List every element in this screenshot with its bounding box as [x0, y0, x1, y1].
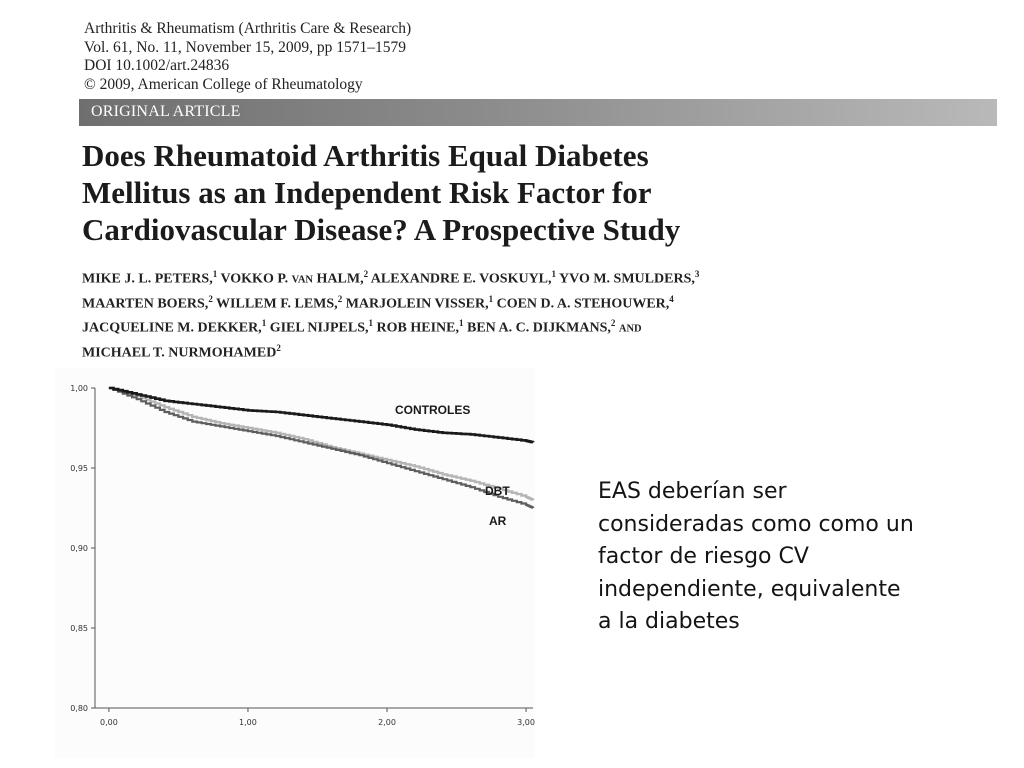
- affiliation-number: 2: [276, 343, 281, 354]
- series-label-dbt: DBT: [485, 484, 510, 498]
- affiliation-number: 1: [212, 269, 218, 279]
- author-name: ALEXANDRE E. VOSKUYL,: [368, 271, 552, 287]
- author-line-4: MICHAEL T. NURMOHAMED2: [82, 339, 862, 363]
- author-particle: VAN: [291, 274, 314, 286]
- conclusion-line-3: factor de riesgo CV: [598, 544, 809, 569]
- author-list: MIKE J. L. PETERS,1 VOKKO P. VAN HALM,2 …: [82, 265, 862, 364]
- affiliation-number: 2: [337, 294, 343, 305]
- conclusion-line-5: a la diabetes: [598, 609, 740, 634]
- y-tick-label: 1,00: [70, 384, 88, 393]
- conclusion-line-1: EAS deberían ser: [598, 479, 787, 504]
- series-label-controles: CONTROLES: [395, 403, 470, 417]
- y-tick-label: 0,85: [70, 624, 88, 633]
- title-line-1: Does Rheumatoid Arthritis Equal Diabetes: [82, 138, 649, 173]
- affiliation-number: 2: [208, 294, 213, 305]
- affiliation-number: 1: [551, 269, 557, 279]
- author-name: MAARTEN BOERS,: [82, 296, 209, 312]
- affiliation-number: 4: [669, 294, 674, 305]
- y-tick-label: 0,95: [70, 464, 88, 473]
- x-tick-label: 1,00: [239, 718, 257, 727]
- author-name: JACQUELINE M. DEKKER,: [82, 320, 262, 336]
- title-line-2: Mellitus as an Independent Risk Factor f…: [82, 175, 652, 210]
- author-name: MICHAEL T. NURMOHAMED: [82, 346, 277, 362]
- title-line-3: Cardiovascular Disease? A Prospective St…: [82, 212, 681, 247]
- affiliation-number: 3: [694, 269, 700, 279]
- conclusion-line-4: independiente, equivalente: [598, 576, 901, 602]
- author-name: MARJOLEIN VISSER,: [342, 296, 489, 312]
- affiliation-number: 1: [368, 318, 374, 329]
- author-name: ROB HEINE,: [373, 320, 459, 336]
- author-line-1: MIKE J. L. PETERS,1 VOKKO P. VAN HALM,2 …: [82, 265, 862, 290]
- affiliation-number: 1: [261, 318, 267, 329]
- x-tick-label: 2,00: [378, 718, 396, 727]
- article-type-bar: ORIGINAL ARTICLE: [79, 99, 997, 126]
- x-tick-label: 3,00: [517, 718, 535, 727]
- author-name: WILLEM F. LEMS,: [212, 296, 338, 312]
- y-tick-label: 0,90: [70, 544, 88, 553]
- conclusion-line-2: consideradas como como un: [598, 511, 914, 537]
- y-tick-label: 0,80: [70, 704, 88, 713]
- journal-copyright: © 2009, American College of Rheumatology: [84, 75, 363, 93]
- paper-title: Does Rheumatoid Arthritis Equal Diabetes…: [82, 137, 842, 248]
- affiliation-number: 2: [610, 318, 616, 329]
- author-particle: AND: [618, 323, 642, 335]
- affiliation-number: 1: [458, 318, 464, 329]
- author-line-2: MAARTEN BOERS,2 WILLEM F. LEMS,2 MARJOLE…: [82, 290, 862, 314]
- conclusion-text: EAS deberían ser consideradas como como …: [598, 476, 998, 639]
- author-name: VOKKO P.: [217, 271, 292, 287]
- journal-citation: Arthritis & Rheumatism (Arthritis Care &…: [84, 20, 524, 94]
- survival-chart: 0,80 0,85 0,90 0,95 1,00 0,00 1,00 2,00 3,00 CONT…: [70, 384, 535, 727]
- author-name: BEN A. C. DIJKMANS,: [463, 320, 611, 336]
- affiliation-number: 1: [488, 294, 494, 305]
- article-type-label: ORIGINAL ARTICLE: [91, 103, 241, 120]
- author-name: COEN D. A. STEHOUWER,: [493, 296, 670, 312]
- author-line-3: JACQUELINE M. DEKKER,1 GIEL NIJPELS,1 RO…: [82, 314, 862, 339]
- author-name: MIKE J. L. PETERS,: [82, 271, 213, 287]
- journal-doi: DOI 10.1002/art.24836: [84, 57, 230, 74]
- journal-volume: Vol. 61, No. 11, November 15, 2009, pp 1…: [84, 38, 407, 56]
- author-name: GIEL NIJPELS,: [266, 320, 369, 336]
- author-name: HALM,: [313, 271, 364, 287]
- series-label-ar: AR: [489, 514, 507, 528]
- series-line-controles: [108, 386, 535, 444]
- journal-name: Arthritis & Rheumatism (Arthritis Care &…: [84, 20, 412, 37]
- author-name: YVO M. SMULDERS,: [556, 271, 695, 287]
- affiliation-number: 2: [363, 269, 369, 279]
- series-line-ar: [108, 386, 535, 509]
- x-tick-label: 0,00: [100, 718, 118, 727]
